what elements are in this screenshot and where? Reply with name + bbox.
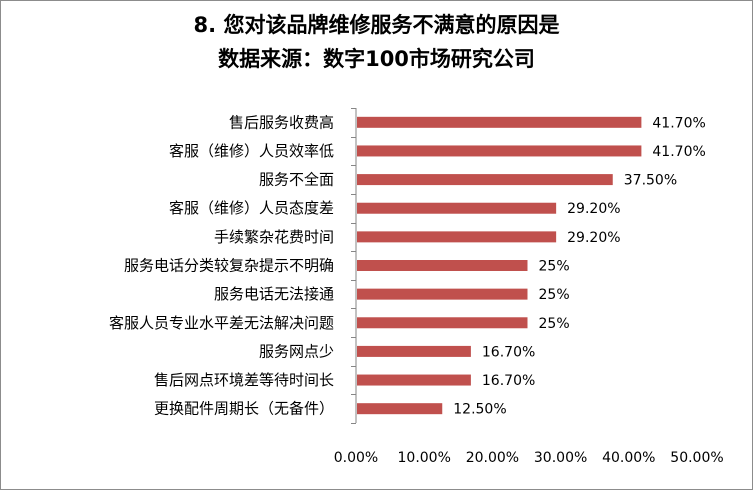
- x-tick-label: 50.00%: [670, 450, 723, 466]
- bar: [357, 403, 443, 415]
- bar: [357, 374, 471, 386]
- category-label: 客服（维修）人员效率低: [169, 142, 334, 160]
- chart-subtitle-line: 数据来源：数字100市场研究公司: [218, 47, 535, 71]
- data-label: 16.70%: [482, 344, 535, 360]
- data-label: 25%: [539, 316, 570, 332]
- category-label: 服务网点少: [259, 342, 334, 360]
- data-label: 12.50%: [453, 402, 506, 418]
- data-label: 41.70%: [652, 115, 705, 131]
- bar: [357, 231, 557, 243]
- data-label: 41.70%: [652, 144, 705, 160]
- category-label: 服务电话无法接通: [214, 285, 334, 303]
- category-label: 更换配件周期长（无备件）: [154, 400, 334, 418]
- data-label: 29.20%: [567, 230, 620, 246]
- x-tick-label: 0.00%: [334, 450, 378, 466]
- bar: [357, 345, 471, 357]
- category-label: 服务不全面: [259, 171, 334, 189]
- bar: [357, 116, 642, 128]
- chart-title-line: 8. 您对该品牌维修服务不满意的原因是: [193, 13, 560, 37]
- chart-title: 8. 您对该品牌维修服务不满意的原因是 数据来源：数字100市场研究公司: [0, 8, 753, 76]
- bar: [357, 260, 528, 271]
- category-label: 客服人员专业水平差无法解决问题: [109, 314, 334, 332]
- data-label: 25%: [539, 259, 570, 275]
- category-label: 服务电话分类较复杂提示不明确: [124, 257, 334, 275]
- bar: [357, 174, 613, 186]
- x-tick-label: 30.00%: [534, 450, 587, 466]
- category-label: 售后网点环境差等待时间长: [154, 371, 334, 389]
- bar: [357, 202, 557, 214]
- bar: [357, 145, 642, 157]
- x-tick-label: 10.00%: [398, 450, 451, 466]
- x-tick-label: 20.00%: [466, 450, 519, 466]
- data-label: 25%: [539, 287, 570, 303]
- bar: [357, 317, 528, 329]
- category-label: 客服（维修）人员态度差: [169, 199, 334, 217]
- category-label: 售后服务收费高: [229, 113, 334, 131]
- data-label: 16.70%: [482, 373, 535, 389]
- bar: [357, 288, 528, 300]
- data-label: 37.50%: [624, 173, 677, 189]
- data-label: 29.20%: [567, 201, 620, 217]
- x-tick-label: 40.00%: [602, 450, 655, 466]
- category-label: 手续繁杂花费时间: [214, 228, 334, 246]
